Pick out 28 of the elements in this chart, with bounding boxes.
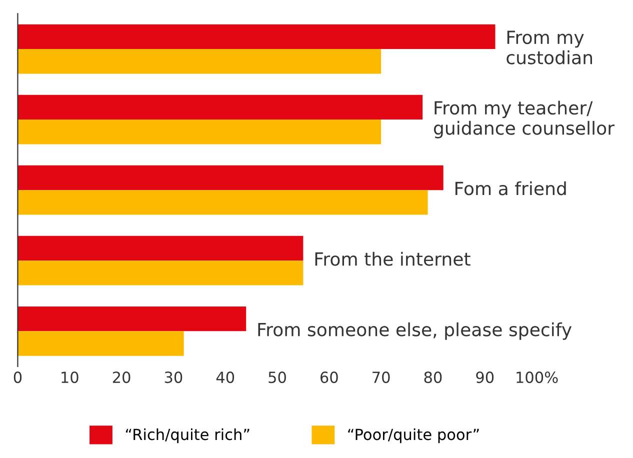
x-tick-label: 40	[216, 372, 234, 384]
legend-label: “Rich/quite rich”	[126, 428, 250, 444]
x-tick-label: 10	[62, 372, 78, 384]
y-tick-label: From my custodian	[506, 30, 592, 64]
bar	[18, 236, 304, 261]
y-tick-label: Fom a friend	[456, 181, 566, 196]
x-tick-label: 70	[372, 372, 390, 384]
y-tick-label: From someone else, please specify	[258, 322, 572, 340]
x-tick-label: 90	[476, 372, 494, 384]
bar	[18, 331, 184, 356]
bar	[18, 120, 382, 144]
y-tick-label: From my teacher/ guidance counsellor	[434, 100, 615, 138]
y-tick-label: From the internet	[315, 252, 470, 266]
x-tick-label: 80	[424, 372, 442, 384]
bar	[18, 190, 428, 215]
bar	[18, 94, 423, 120]
bar	[18, 49, 382, 74]
x-tick-label: 60	[320, 372, 338, 384]
x-tick-label: 20	[112, 372, 130, 384]
bar	[18, 165, 444, 190]
x-tick-label: 0	[14, 372, 22, 384]
bar	[18, 260, 304, 286]
x-tick-label: 100%	[516, 372, 558, 384]
x-tick-label: 50	[268, 372, 286, 384]
legend-label: “Poor/quite poor”	[348, 428, 479, 444]
x-tick-label: 30	[164, 372, 182, 384]
bar	[18, 306, 246, 332]
bar	[18, 24, 496, 50]
